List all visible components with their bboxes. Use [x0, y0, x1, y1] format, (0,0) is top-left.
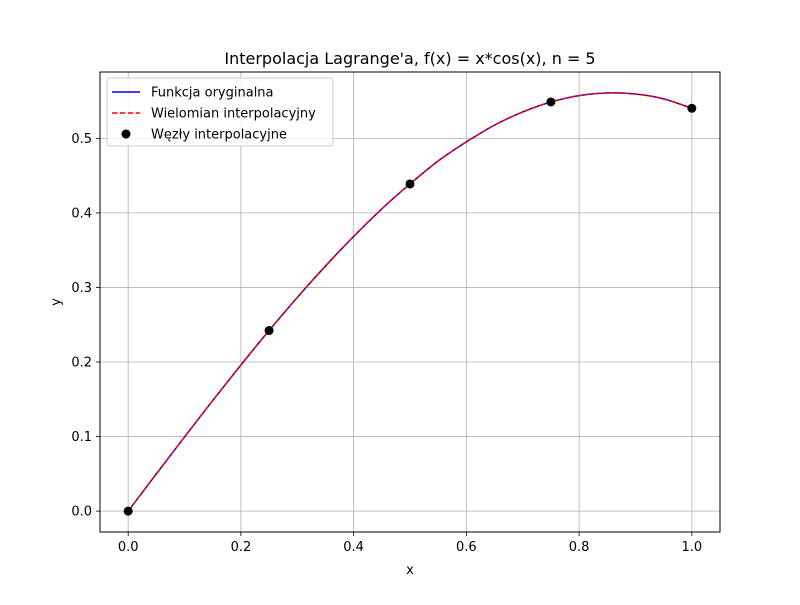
y-axis-ticks: 0.0 0.1 0.2 0.3 0.4 0.5 — [71, 132, 100, 520]
x-axis-ticks: 0.0 0.2 0.4 0.6 0.8 1.0 — [118, 532, 702, 555]
y-tick-label: 0.1 — [71, 430, 92, 445]
interpolation-node-point — [687, 103, 697, 113]
legend-label: Węzły interpolacyjne — [151, 128, 287, 143]
interpolation-node-point — [123, 506, 133, 516]
x-tick-label: 0.6 — [456, 540, 477, 555]
x-tick-label: 0.8 — [569, 540, 590, 555]
interpolation-node-point — [264, 326, 274, 336]
x-tick-label: 0.0 — [118, 540, 139, 555]
legend: Funkcja oryginalna Wielomian interpolacyj… — [106, 77, 334, 147]
y-tick-label: 0.5 — [71, 132, 92, 147]
y-axis-label: y — [49, 298, 64, 306]
y-tick-label: 0.2 — [71, 356, 92, 371]
legend-marker-nodes — [121, 129, 131, 139]
grid — [100, 72, 720, 532]
x-tick-label: 0.4 — [343, 540, 364, 555]
x-tick-label: 1.0 — [681, 540, 702, 555]
x-tick-label: 0.2 — [231, 540, 252, 555]
interpolation-polynomial-line — [127, 92, 693, 512]
legend-box — [106, 77, 334, 147]
legend-label: Funkcja oryginalna — [151, 86, 274, 101]
interpolation-node-point — [405, 179, 415, 189]
x-axis-label: x — [406, 563, 414, 578]
y-tick-label: 0.3 — [71, 281, 92, 296]
y-tick-label: 0.4 — [71, 206, 92, 221]
plot-frame — [99, 71, 721, 533]
legend-label: Wielomian interpolacyjny — [151, 107, 316, 122]
y-tick-label: 0.0 — [71, 505, 92, 520]
plot-series — [123, 92, 697, 516]
chart-title: Interpolacja Lagrange'a, f(x) = x*cos(x)… — [224, 49, 595, 68]
interpolation-node-point — [546, 97, 556, 107]
